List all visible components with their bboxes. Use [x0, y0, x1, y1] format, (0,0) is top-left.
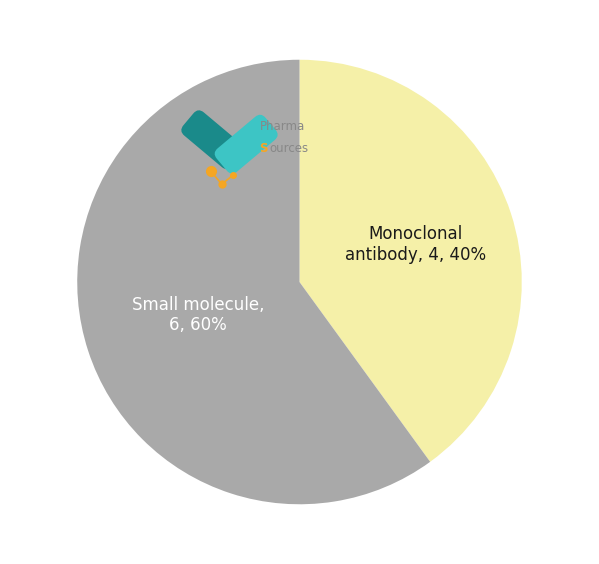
Text: Small molecule,
6, 60%: Small molecule, 6, 60%: [132, 296, 264, 334]
FancyBboxPatch shape: [181, 110, 244, 169]
Wedge shape: [77, 60, 430, 504]
Text: Pharma: Pharma: [259, 120, 305, 133]
Wedge shape: [300, 60, 522, 462]
Text: ources: ources: [270, 142, 308, 155]
Text: S: S: [259, 142, 268, 155]
Text: Monoclonal
antibody, 4, 40%: Monoclonal antibody, 4, 40%: [345, 225, 486, 263]
FancyBboxPatch shape: [214, 114, 278, 174]
